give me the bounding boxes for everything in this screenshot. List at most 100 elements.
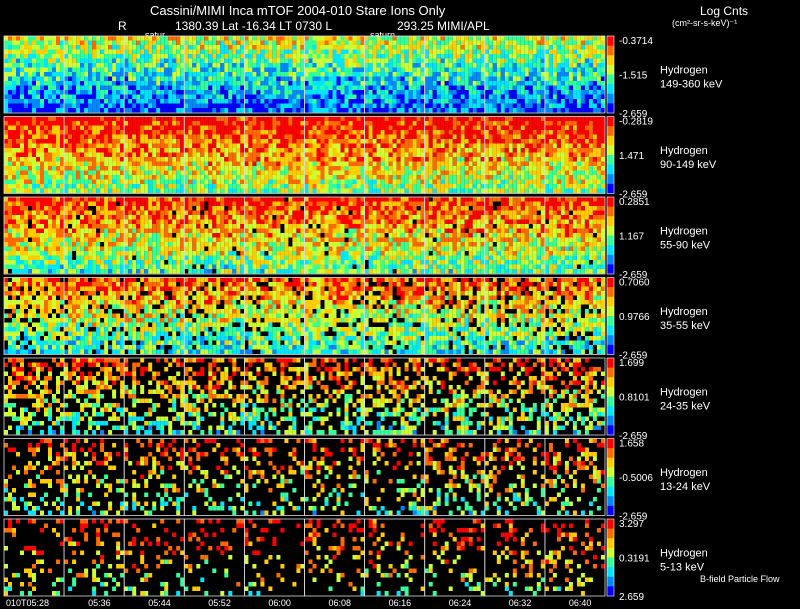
- heatmap-cell: [292, 166, 297, 171]
- heatmap-cell: [68, 99, 73, 104]
- heatmap-cell: [536, 166, 541, 171]
- heatmap-cell: [172, 170, 177, 175]
- heatmap-cell: [412, 103, 417, 108]
- heatmap-cell: [452, 99, 457, 104]
- heatmap-cell: [392, 76, 397, 81]
- heatmap-cell: [292, 170, 297, 175]
- heatmap-cell: [376, 85, 381, 90]
- heatmap-cell: [208, 94, 213, 99]
- heatmap-cell: [156, 40, 161, 45]
- heatmap-cell: [176, 116, 181, 121]
- heatmap-cell: [516, 134, 521, 139]
- heatmap-cell: [152, 157, 157, 162]
- heatmap-cell: [24, 184, 28, 189]
- heatmap-cell: [236, 175, 241, 180]
- heatmap-cell: [120, 67, 125, 72]
- heatmap-cell: [136, 170, 141, 175]
- heatmap-cell: [40, 108, 44, 113]
- heatmap-cell: [260, 148, 265, 153]
- heatmap-cell: [528, 184, 533, 189]
- heatmap-cell: [60, 72, 64, 77]
- heatmap-cell: [16, 67, 20, 72]
- heatmap-cell: [588, 36, 593, 41]
- heatmap-cell: [508, 103, 513, 108]
- heatmap-cell: [24, 108, 28, 113]
- heatmap-cell: [244, 99, 249, 104]
- heatmap-cell: [216, 175, 221, 180]
- heatmap-cell: [60, 116, 64, 121]
- heatmap-cell: [200, 130, 205, 135]
- heatmap-cell: [208, 72, 213, 77]
- heatmap-cell: [152, 72, 157, 77]
- heatmap-cell: [524, 157, 529, 162]
- heatmap-cell: [484, 67, 489, 72]
- heatmap-cell: [128, 152, 133, 157]
- heatmap-cell: [564, 121, 569, 126]
- heatmap-cell: [208, 90, 213, 95]
- heatmap-cell: [324, 130, 329, 135]
- heatmap-cell: [308, 175, 313, 180]
- heatmap-cell: [572, 99, 577, 104]
- heatmap-cell: [268, 76, 273, 81]
- heatmap-cell: [556, 99, 561, 104]
- heatmap-cell: [480, 63, 485, 68]
- heatmap-cell: [420, 134, 425, 139]
- heatmap-cell: [332, 90, 337, 95]
- heatmap-cell: [144, 40, 149, 45]
- heatmap-cell: [236, 90, 241, 95]
- heatmap-cell: [156, 130, 161, 135]
- heatmap-cell: [300, 161, 305, 166]
- heatmap-cell: [152, 166, 157, 171]
- heatmap-cell: [288, 94, 293, 99]
- heatmap-cell: [276, 139, 281, 144]
- heatmap-cell: [380, 175, 385, 180]
- heatmap-cell: [148, 45, 153, 50]
- heatmap-cell: [504, 125, 509, 130]
- heatmap-cell: [84, 58, 89, 63]
- heatmap-cell: [452, 108, 457, 113]
- heatmap-cell: [484, 45, 489, 50]
- heatmap-cell: [24, 54, 28, 59]
- heatmap-cell: [380, 81, 385, 86]
- heatmap-cell: [540, 40, 545, 45]
- heatmap-cell: [268, 36, 273, 41]
- heatmap-cell: [372, 108, 377, 113]
- heatmap-cell: [500, 45, 505, 50]
- heatmap-cell: [368, 99, 373, 104]
- heatmap-cell: [404, 76, 409, 81]
- heatmap-cell: [572, 116, 577, 121]
- heatmap-cell: [144, 85, 149, 90]
- heatmap-cell: [272, 94, 277, 99]
- heatmap-cell: [500, 157, 505, 162]
- heatmap-cell: [420, 36, 425, 41]
- heatmap-cell: [64, 72, 69, 77]
- heatmap-cell: [28, 63, 32, 68]
- heatmap-cell: [456, 125, 461, 130]
- heatmap-cell: [368, 148, 373, 153]
- heatmap-cell: [16, 45, 20, 50]
- colorbar-frame: [606, 35, 615, 114]
- heatmap-cell: [136, 85, 141, 90]
- heatmap-cell: [48, 49, 52, 54]
- heatmap-cell: [488, 116, 493, 121]
- heatmap-cell: [88, 152, 93, 157]
- heatmap-cell: [284, 49, 289, 54]
- heatmap-cell: [276, 148, 281, 153]
- heatmap-cell: [400, 139, 405, 144]
- heatmap-cell: [376, 116, 381, 121]
- heatmap-cell: [148, 148, 153, 153]
- heatmap-cell: [496, 81, 501, 86]
- heatmap-cell: [100, 63, 105, 68]
- heatmap-cell: [344, 67, 349, 72]
- heatmap-cell: [176, 90, 181, 95]
- heatmap-cell: [232, 188, 237, 193]
- heatmap-cell: [76, 76, 81, 81]
- heatmap-cell: [140, 40, 145, 45]
- heatmap-cell: [428, 103, 433, 108]
- heatmap-cell: [404, 179, 409, 184]
- heatmap-cell: [360, 125, 365, 130]
- heatmap-cell: [128, 99, 133, 104]
- heatmap-cell: [288, 108, 293, 113]
- heatmap-cell: [360, 161, 365, 166]
- heatmap-cell: [512, 166, 517, 171]
